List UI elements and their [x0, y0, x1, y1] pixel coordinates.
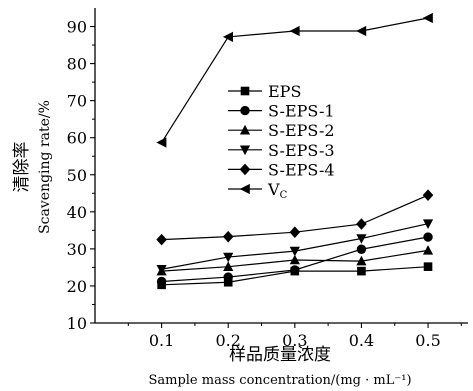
- x-tick-label: 0.2: [215, 331, 240, 350]
- series-s-eps-1: [156, 232, 433, 287]
- marker-circle: [240, 105, 250, 116]
- y-tick-label: 30: [67, 240, 87, 259]
- marker-triangle-up: [422, 245, 434, 255]
- marker-triangle-left: [422, 12, 433, 24]
- y-tick-label: 90: [67, 18, 87, 37]
- marker-circle: [290, 265, 300, 275]
- legend-label: S-EPS-2: [268, 121, 335, 140]
- marker-circle: [223, 272, 233, 282]
- y-tick-label: 40: [67, 203, 87, 222]
- marker-square: [357, 266, 366, 276]
- x-tick-label: 0.4: [349, 331, 374, 350]
- legend-label: S-EPS-3: [268, 141, 335, 160]
- marker-triangle-down: [223, 252, 234, 263]
- x-tick-label: 0.1: [149, 331, 174, 350]
- marker-diamond: [156, 233, 167, 246]
- y-tick-label: 20: [67, 277, 87, 296]
- marker-triangle-down: [356, 234, 367, 244]
- legend-label: VC: [267, 180, 288, 201]
- y-tick-label: 50: [67, 166, 87, 185]
- marker-triangle-down: [422, 219, 434, 229]
- marker-triangle-down: [156, 264, 167, 275]
- marker-triangle-up: [356, 255, 367, 266]
- series-lines: [156, 12, 434, 290]
- legend-entry: S-EPS-3: [228, 141, 335, 160]
- marker-triangle-up: [239, 124, 251, 135]
- series-vc: [156, 12, 433, 148]
- y-tick-label: 70: [67, 92, 87, 111]
- legend-entry: S-EPS-1: [228, 102, 335, 121]
- marker-square: [223, 277, 233, 287]
- y-tick-label: 10: [67, 314, 87, 333]
- marker-diamond: [289, 226, 301, 239]
- marker-diamond: [222, 230, 234, 243]
- marker-triangle-up: [223, 261, 234, 271]
- marker-square: [240, 86, 250, 96]
- marker-triangle-up: [289, 254, 300, 265]
- axes: [90, 8, 468, 328]
- y-axis-label-english: Scavenging rate/%: [37, 100, 53, 234]
- marker-diamond: [422, 189, 434, 201]
- marker-circle: [423, 232, 433, 242]
- x-tick-label: 0.3: [282, 331, 307, 350]
- y-tick-label: 80: [67, 55, 87, 74]
- marker-triangle-left: [356, 25, 367, 37]
- y-tick-label: 60: [67, 129, 87, 148]
- legend-entry: S-EPS-2: [228, 121, 335, 140]
- legend-label: EPS: [268, 82, 301, 101]
- legend-entry: S-EPS-4: [228, 160, 335, 179]
- marker-circle: [356, 244, 367, 254]
- marker-circle: [156, 276, 167, 287]
- legend-entry: EPS: [228, 82, 301, 101]
- tick-labels: 10 20 30 40 50 60 70 80 90 0.1 0.2 0.3 0.4 0.5: [67, 18, 441, 350]
- series-s-eps-3: [156, 219, 434, 275]
- x-axis-label-chinese: 样品质量浓度: [229, 345, 331, 365]
- marker-diamond: [356, 218, 367, 230]
- marker-triangle-left: [289, 25, 300, 37]
- legend-label: S-EPS-1: [268, 102, 335, 121]
- marker-triangle-down: [239, 145, 251, 156]
- legend-label: S-EPS-4: [268, 160, 335, 179]
- marker-diamond: [239, 163, 251, 176]
- legend-entry: VC: [228, 180, 288, 201]
- marker-square: [423, 262, 433, 271]
- marker-triangle-left: [239, 183, 250, 195]
- marker-triangle-left: [222, 31, 234, 43]
- x-axis-label-english: Sample mass concentration/(mg · mL⁻¹): [148, 373, 411, 388]
- y-axis-label-chinese: 清除率: [12, 142, 32, 193]
- marker-triangle-down: [289, 246, 300, 257]
- marker-triangle-left: [156, 137, 167, 148]
- series-s-eps-4: [156, 189, 434, 246]
- x-tick-label: 0.5: [415, 331, 440, 350]
